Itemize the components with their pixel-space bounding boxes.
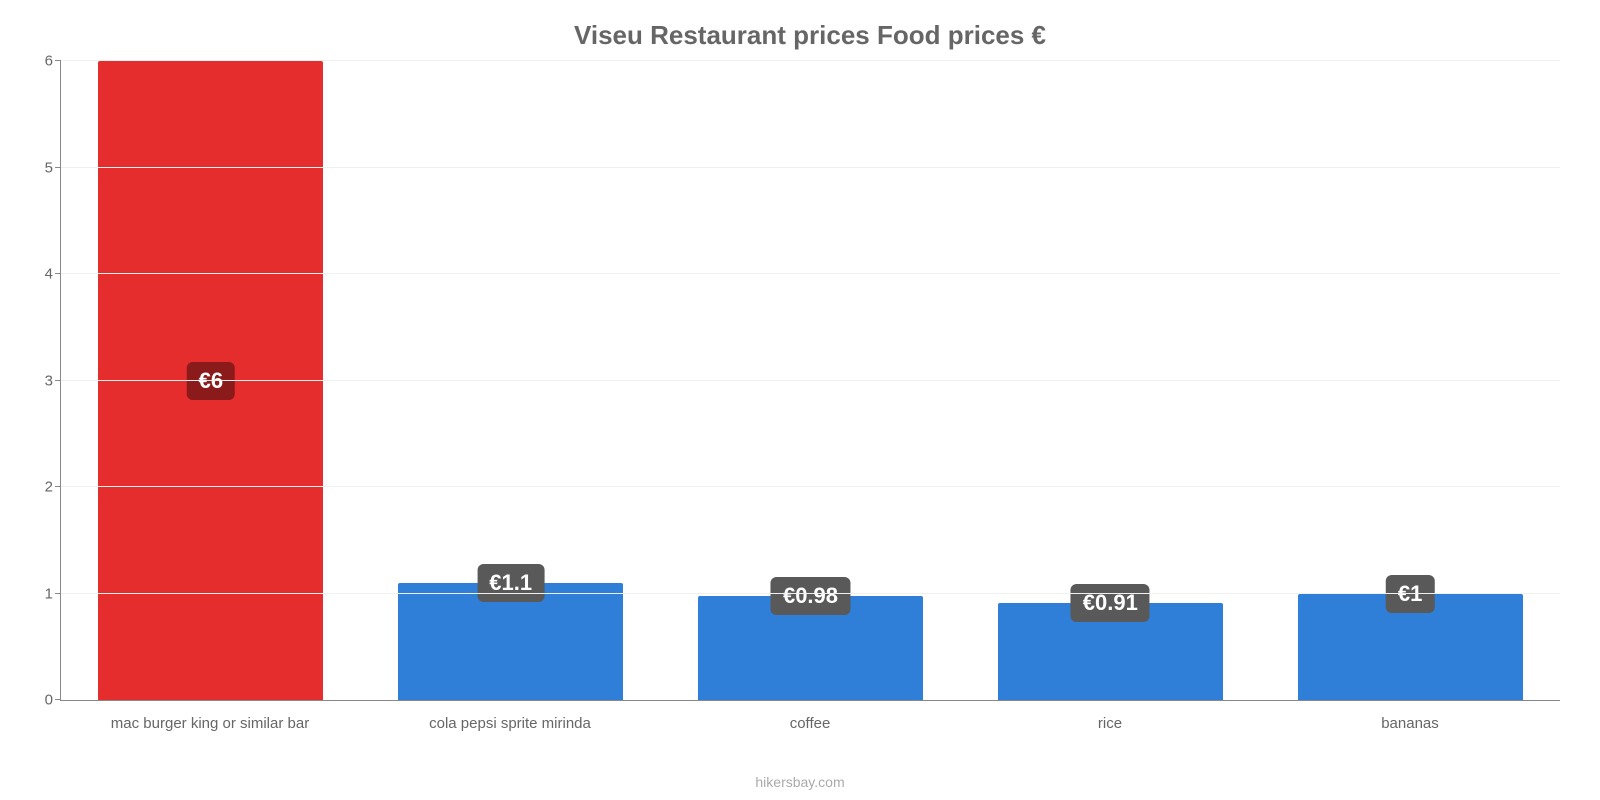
- chart-title: Viseu Restaurant prices Food prices €: [60, 20, 1560, 51]
- y-tick-mark: [55, 380, 61, 381]
- x-tick-label: rice: [960, 715, 1260, 732]
- y-tick-mark: [55, 60, 61, 61]
- bar-slot: €1: [1260, 61, 1560, 700]
- bar: €0.98: [698, 596, 923, 700]
- gridline: [61, 273, 1560, 274]
- watermark-text: hikersbay.com: [0, 774, 1600, 790]
- x-tick-label: bananas: [1260, 715, 1560, 732]
- bar-slot: €0.98: [661, 61, 961, 700]
- y-tick-mark: [55, 486, 61, 487]
- bar: €0.91: [998, 603, 1223, 700]
- gridline: [61, 593, 1560, 594]
- value-badge: €0.91: [1071, 584, 1150, 622]
- x-axis-labels: mac burger king or similar barcola pepsi…: [60, 715, 1560, 732]
- plot-area: €6€1.1€0.98€0.91€1 0123456: [60, 61, 1560, 701]
- y-tick-mark: [55, 699, 61, 700]
- y-tick-label: 2: [45, 479, 61, 496]
- gridline: [61, 380, 1560, 381]
- bar: €6: [98, 61, 323, 700]
- gridline: [61, 167, 1560, 168]
- y-tick-label: 4: [45, 266, 61, 283]
- value-badge: €1: [1386, 575, 1434, 613]
- y-tick-mark: [55, 593, 61, 594]
- gridline: [61, 486, 1560, 487]
- x-tick-label: cola pepsi sprite mirinda: [360, 715, 660, 732]
- gridline: [61, 60, 1560, 61]
- x-tick-label: coffee: [660, 715, 960, 732]
- y-tick-label: 3: [45, 372, 61, 389]
- y-tick-mark: [55, 167, 61, 168]
- bar-slot: €6: [61, 61, 361, 700]
- value-badge: €6: [187, 362, 235, 400]
- y-tick-label: 5: [45, 159, 61, 176]
- bar-slot: €0.91: [960, 61, 1260, 700]
- x-tick-label: mac burger king or similar bar: [60, 715, 360, 732]
- value-badge: €0.98: [771, 577, 850, 615]
- bar-slot: €1.1: [361, 61, 661, 700]
- bar: €1: [1298, 594, 1523, 701]
- chart-container: Viseu Restaurant prices Food prices € €6…: [0, 0, 1600, 800]
- y-tick-label: 6: [45, 53, 61, 70]
- bar: €1.1: [398, 583, 623, 700]
- value-badge: €1.1: [477, 564, 544, 602]
- y-tick-mark: [55, 273, 61, 274]
- y-tick-label: 1: [45, 585, 61, 602]
- y-tick-label: 0: [45, 692, 61, 709]
- bars-row: €6 €1.1 €0.98 €0.91 €1: [61, 61, 1560, 700]
